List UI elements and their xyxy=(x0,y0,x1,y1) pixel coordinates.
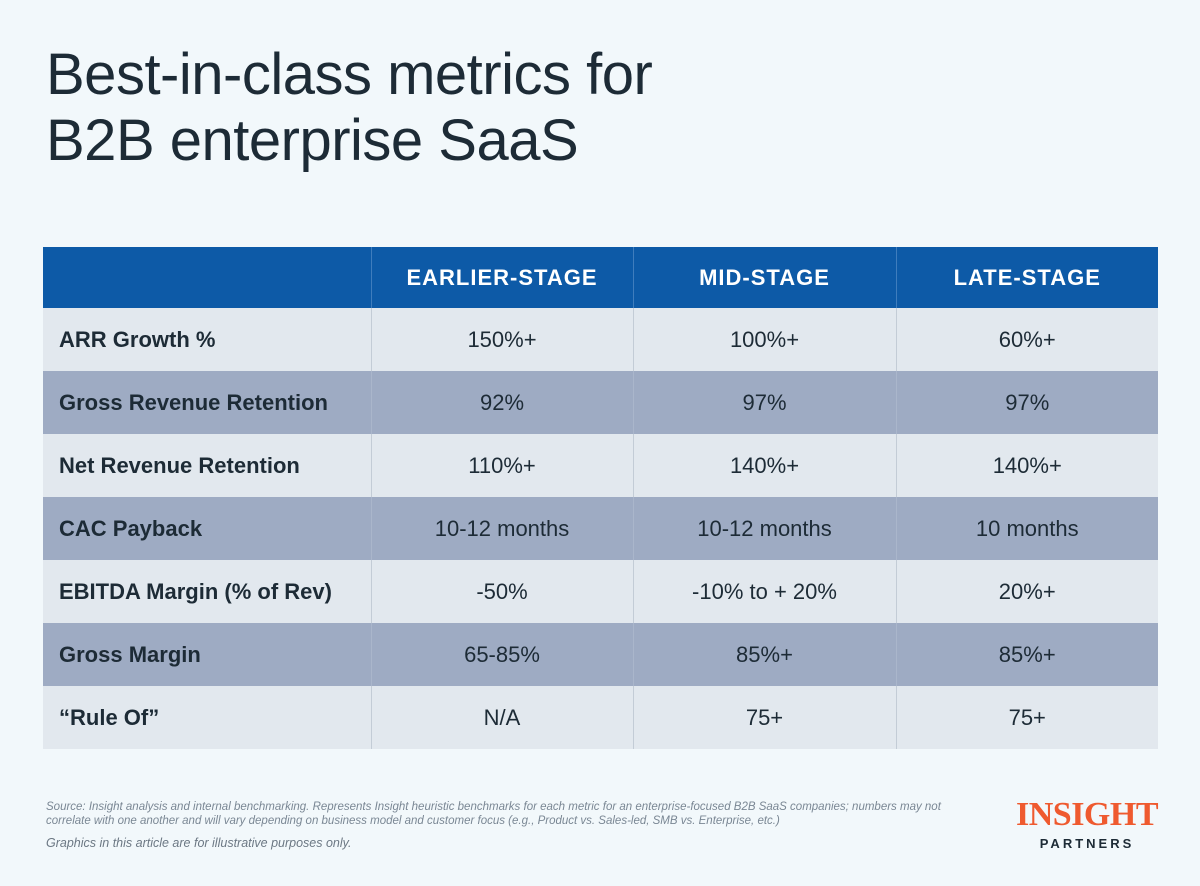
earlier-stage-value: 150%+ xyxy=(370,308,633,371)
late-stage-value: 140%+ xyxy=(895,434,1158,497)
table-body: ARR Growth % 150%+ 100%+ 60%+ Gross Reve… xyxy=(43,308,1158,749)
mid-stage-value: 140%+ xyxy=(632,434,896,497)
metric-label: Gross Margin xyxy=(43,623,371,686)
table-header: EARLIER-STAGE MID-STAGE LATE-STAGE xyxy=(43,247,1158,308)
table-row: Gross Margin 65-85% 85%+ 85%+ xyxy=(43,623,1158,686)
metric-label: Net Revenue Retention xyxy=(43,434,371,497)
metric-label: Gross Revenue Retention xyxy=(43,371,371,434)
metric-label: “Rule Of” xyxy=(43,686,371,749)
table-row: “Rule Of” N/A 75+ 75+ xyxy=(43,686,1158,749)
table-row: EBITDA Margin (% of Rev) -50% -10% to + … xyxy=(43,560,1158,623)
mid-stage-value: 97% xyxy=(632,371,896,434)
header-cell-late-stage: LATE-STAGE xyxy=(895,247,1158,308)
table-header-row: EARLIER-STAGE MID-STAGE LATE-STAGE xyxy=(43,247,1158,308)
earlier-stage-value: 65-85% xyxy=(370,623,633,686)
source-note: Source: Insight analysis and internal be… xyxy=(46,801,941,827)
late-stage-value: 60%+ xyxy=(895,308,1158,371)
header-cell-metric xyxy=(43,247,371,308)
metric-label: CAC Payback xyxy=(43,497,371,560)
late-stage-value: 97% xyxy=(895,371,1158,434)
earlier-stage-value: 110%+ xyxy=(370,434,633,497)
earlier-stage-value: -50% xyxy=(370,560,633,623)
late-stage-value: 75+ xyxy=(895,686,1158,749)
table-row: Gross Revenue Retention 92% 97% 97% xyxy=(43,371,1158,434)
insight-partners-logo: INSIGHT PARTNERS xyxy=(1016,796,1159,851)
late-stage-value: 85%+ xyxy=(895,623,1158,686)
logo-subtitle: PARTNERS xyxy=(1039,836,1135,851)
logo-wordmark: INSIGHT xyxy=(1016,796,1159,833)
earlier-stage-value: N/A xyxy=(370,686,633,749)
mid-stage-value: 100%+ xyxy=(632,308,896,371)
mid-stage-value: -10% to + 20% xyxy=(632,560,896,623)
metrics-table: EARLIER-STAGE MID-STAGE LATE-STAGE ARR G… xyxy=(43,247,1158,749)
table-row: ARR Growth % 150%+ 100%+ 60%+ xyxy=(43,308,1158,371)
page-title: Best-in-class metrics for B2B enterprise… xyxy=(46,42,653,174)
page-title-line-1: Best-in-class metrics for xyxy=(46,42,653,107)
earlier-stage-value: 10-12 months xyxy=(370,497,633,560)
late-stage-value: 20%+ xyxy=(895,560,1158,623)
illustrative-disclaimer: Graphics in this article are for illustr… xyxy=(46,836,352,850)
metric-label: ARR Growth % xyxy=(43,308,371,371)
page-title-line-2: B2B enterprise SaaS xyxy=(46,108,579,173)
metric-label: EBITDA Margin (% of Rev) xyxy=(43,560,371,623)
table-row: CAC Payback 10-12 months 10-12 months 10… xyxy=(43,497,1158,560)
header-cell-mid-stage: MID-STAGE xyxy=(632,247,896,308)
table-row: Net Revenue Retention 110%+ 140%+ 140%+ xyxy=(43,434,1158,497)
earlier-stage-value: 92% xyxy=(370,371,633,434)
header-cell-earlier-stage: EARLIER-STAGE xyxy=(370,247,633,308)
mid-stage-value: 85%+ xyxy=(632,623,896,686)
mid-stage-value: 10-12 months xyxy=(632,497,896,560)
mid-stage-value: 75+ xyxy=(632,686,896,749)
late-stage-value: 10 months xyxy=(895,497,1158,560)
